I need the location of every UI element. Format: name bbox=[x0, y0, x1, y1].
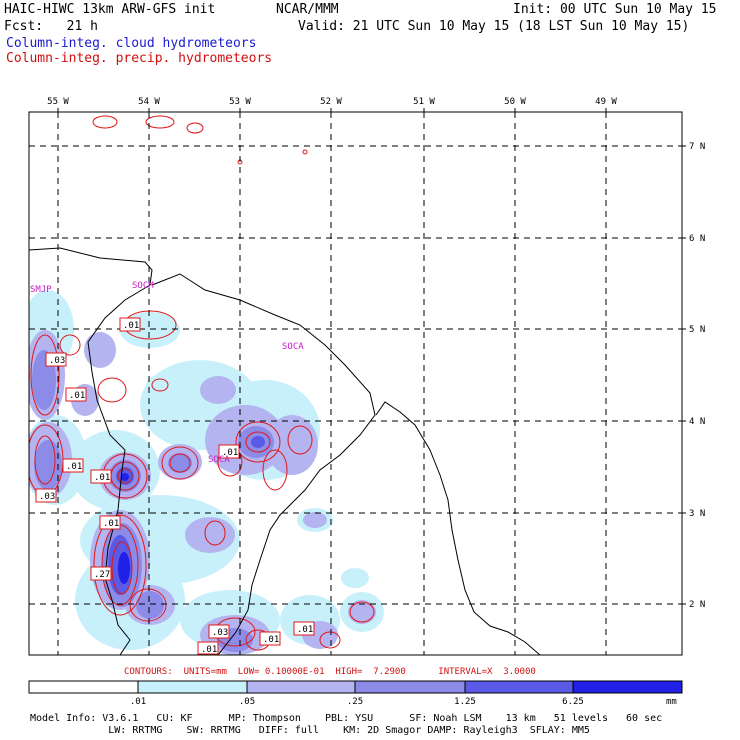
contour-label: .01 bbox=[62, 458, 84, 473]
hydrometeor-shading bbox=[29, 115, 541, 655]
svg-text:.01: .01 bbox=[263, 635, 279, 645]
colorbar-tick: .05 bbox=[239, 697, 255, 707]
lat-label: 6 N bbox=[689, 234, 705, 244]
lon-label: 50 W bbox=[504, 97, 526, 107]
map-frame bbox=[28, 111, 683, 656]
station-label: SOCA bbox=[208, 455, 230, 465]
contour-label: .03 bbox=[35, 488, 57, 503]
station-label: SOCM bbox=[132, 281, 154, 291]
colorbar-swatch bbox=[354, 680, 466, 694]
lat-label: 5 N bbox=[689, 325, 705, 335]
lon-label: 55 W bbox=[47, 97, 69, 107]
field-precip-label: Column-integ. precip. hydrometeors bbox=[6, 51, 273, 66]
lon-label: 53 W bbox=[229, 97, 251, 107]
contour-label: .01 bbox=[65, 387, 87, 402]
svg-text:.01: .01 bbox=[201, 645, 217, 655]
colorbar-tick: .25 bbox=[347, 697, 363, 707]
colorbar-tick: .01 bbox=[130, 697, 146, 707]
contour-label: .03 bbox=[45, 352, 67, 367]
lon-label: 54 W bbox=[138, 97, 160, 107]
colorbar-swatch bbox=[28, 680, 139, 694]
svg-text:.27: .27 bbox=[94, 570, 110, 580]
svg-text:.01: .01 bbox=[222, 448, 238, 458]
colorbar-tick: 6.25 bbox=[562, 697, 584, 707]
contour-label: .01 bbox=[218, 444, 240, 459]
contour-label: .01 bbox=[197, 641, 219, 655]
lat-label: 7 N bbox=[689, 142, 705, 152]
contour-label: .01 bbox=[259, 631, 281, 646]
colorbar-tick: 1.25 bbox=[454, 697, 476, 707]
svg-text:.01: .01 bbox=[66, 462, 82, 472]
contour-label: .27 bbox=[90, 566, 112, 581]
lat-label: 2 N bbox=[689, 600, 705, 610]
svg-text:.01: .01 bbox=[103, 519, 119, 529]
colorbar-swatch bbox=[137, 680, 248, 694]
contour-label: .01 bbox=[119, 317, 141, 332]
contour-label: .01 bbox=[90, 469, 112, 484]
svg-text:.01: .01 bbox=[69, 391, 85, 401]
valid-time: Valid: 21 UTC Sun 10 May 15 (18 LST Sun … bbox=[298, 19, 690, 34]
station-label: SOCA bbox=[282, 342, 304, 352]
lat-label: 4 N bbox=[689, 417, 705, 427]
lat-label: 3 N bbox=[689, 509, 705, 519]
latlon-grid bbox=[29, 112, 682, 655]
colorbar-swatch bbox=[464, 680, 574, 694]
colorbar-swatch bbox=[572, 680, 683, 694]
lon-label: 49 W bbox=[595, 97, 617, 107]
svg-text:.03: .03 bbox=[49, 356, 65, 366]
colorbar-unit: mm bbox=[666, 697, 677, 707]
model-title: HAIC-HIWC 13km ARW-GFS init bbox=[4, 2, 216, 17]
svg-text:.01: .01 bbox=[123, 321, 139, 331]
axis-ticks bbox=[57, 108, 686, 605]
model-info-line2: LW: RRTMG SW: RRTMG DIFF: full KM: 2D Sm… bbox=[30, 725, 590, 736]
color-bar bbox=[28, 680, 683, 694]
forecast-hour: Fcst: 21 h bbox=[4, 19, 98, 34]
contour-value-labels: .01 .03 .01 .01 .03 .01 .01 .01 .27 .01 … bbox=[35, 317, 315, 655]
station-label: SMJP bbox=[30, 285, 52, 295]
contour-label: .01 bbox=[293, 621, 315, 636]
contour-label: .01 bbox=[99, 515, 121, 530]
lon-label: 51 W bbox=[413, 97, 435, 107]
field-cloud-label: Column-integ. cloud hydrometeors bbox=[6, 36, 257, 51]
svg-text:.03: .03 bbox=[39, 492, 55, 502]
svg-text:.01: .01 bbox=[94, 473, 110, 483]
lon-label: 52 W bbox=[320, 97, 342, 107]
contour-info: CONTOURS: UNITS=mm LOW= 0.10000E-01 HIGH… bbox=[124, 667, 536, 677]
svg-text:.01: .01 bbox=[297, 625, 313, 635]
organization: NCAR/MMM bbox=[276, 2, 339, 17]
init-time: Init: 00 UTC Sun 10 May 15 bbox=[513, 2, 717, 17]
model-info-line1: Model Info: V3.6.1 CU: KF MP: Thompson P… bbox=[30, 713, 663, 724]
colorbar-swatch bbox=[246, 680, 356, 694]
contour-label: .03 bbox=[208, 624, 230, 639]
svg-text:.03: .03 bbox=[212, 628, 228, 638]
